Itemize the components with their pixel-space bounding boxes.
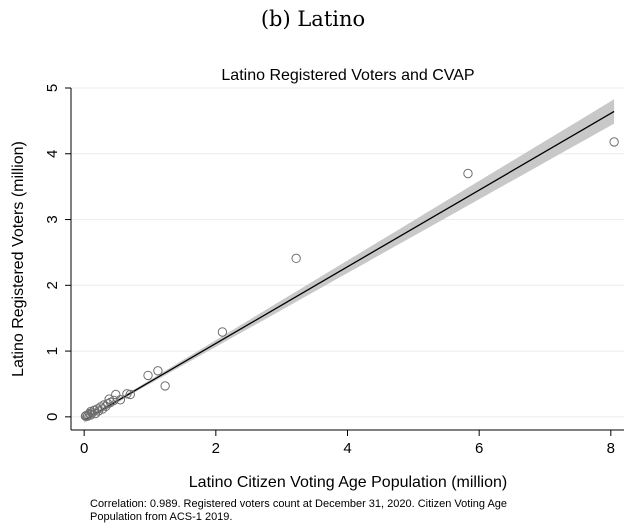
data-point	[99, 400, 109, 410]
data-point	[291, 253, 301, 264]
data-point	[103, 398, 113, 409]
confidence-band	[84, 99, 615, 423]
data-point	[115, 395, 126, 405]
data-point	[122, 389, 132, 399]
x-tick-label: 4	[343, 440, 351, 457]
x-axis-label: Latino Citizen Voting Age Population (mi…	[189, 474, 507, 491]
gridlines	[71, 87, 624, 418]
y-axis-ticks: 0 1 2 3 4 5	[44, 84, 71, 421]
data-point	[153, 366, 163, 376]
data-point	[609, 137, 619, 147]
data-point	[160, 381, 170, 391]
data-point	[97, 404, 108, 414]
data-point	[463, 168, 473, 179]
data-point	[111, 389, 121, 400]
y-tick-label: 1	[44, 347, 61, 355]
x-tick-label: 2	[212, 440, 220, 457]
y-axis-label: Latino Registered Voters (million)	[10, 141, 27, 377]
y-tick-label: 0	[44, 413, 61, 421]
x-tick-label: 8	[607, 440, 615, 457]
y-tick-label: 2	[44, 281, 61, 289]
chart-note-line-1: Correlation: 0.989. Registered voters co…	[90, 498, 507, 510]
x-axis-ticks: 0 2 4 6 8	[80, 430, 615, 457]
confidence-band-layer	[84, 99, 615, 423]
y-tick-label: 4	[44, 150, 61, 158]
fit-line	[83, 110, 615, 421]
x-tick-label: 0	[80, 440, 88, 457]
data-point	[217, 327, 228, 337]
data-point	[125, 389, 135, 400]
x-tick-label: 6	[475, 440, 483, 457]
panel-label: (b) Latino	[261, 7, 365, 31]
data-point	[90, 408, 101, 419]
chart-note: Correlation: 0.989. Registered voters co…	[90, 498, 510, 523]
chart-note-line-2: Population from ACS-1 2019.	[90, 511, 232, 523]
fit-line-layer	[83, 110, 615, 421]
data-points	[80, 137, 619, 421]
y-tick-label: 3	[44, 215, 61, 223]
chart-title: Latino Registered Voters and CVAP	[221, 67, 474, 84]
data-point	[109, 395, 119, 406]
data-point	[143, 370, 153, 381]
y-tick-label: 5	[44, 84, 61, 92]
